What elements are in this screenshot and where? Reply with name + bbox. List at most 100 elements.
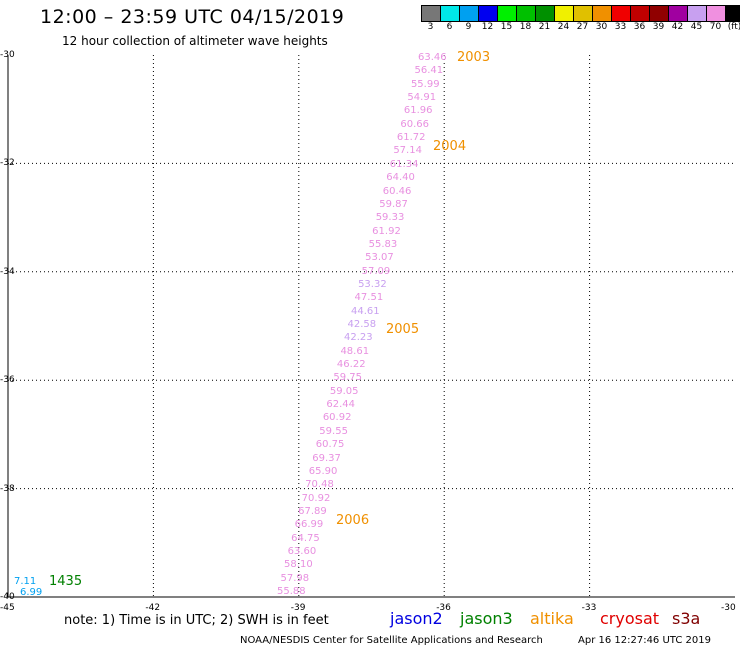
color-scale-label: (ft) — [727, 22, 740, 32]
satellite-legend-item: jason3 — [460, 609, 513, 628]
wave-height-value: 61.96 — [403, 105, 433, 117]
latitude-label: -30 — [0, 50, 15, 60]
wave-height-value: 60.92 — [322, 412, 352, 424]
wave-height-value: 57.98 — [280, 572, 310, 584]
wave-height-value: 67.89 — [298, 505, 327, 517]
longitude-label: -42 — [145, 603, 161, 613]
color-swatch — [574, 6, 593, 21]
wave-height-value: 59.55 — [319, 425, 348, 437]
wave-height-value: 65.90 — [308, 465, 338, 477]
color-swatch — [631, 6, 650, 21]
latitude-label: -40 — [0, 592, 15, 602]
color-swatch — [726, 6, 740, 21]
wave-height-value: 60.46 — [382, 185, 412, 197]
color-swatch — [688, 6, 707, 21]
color-scale-label: 6 — [446, 22, 453, 32]
wave-height-value: 57.09 — [361, 265, 391, 277]
chart-subtitle: 12 hour collection of altimeter wave hei… — [62, 34, 328, 48]
track-time-label: 2003 — [457, 50, 491, 65]
wave-height-value: 48.61 — [340, 345, 370, 357]
color-scale-label: 15 — [500, 22, 513, 32]
color-scale-label: 70 — [709, 22, 722, 32]
wave-height-value: 56.41 — [414, 65, 444, 77]
color-scale-bar — [421, 5, 740, 22]
satellite-legend-item: altika — [530, 609, 574, 628]
wave-height-value: 59.33 — [375, 212, 405, 224]
wave-height-value: 69.37 — [312, 452, 341, 464]
latitude-label: -32 — [0, 158, 15, 169]
wave-height-value: 59.87 — [379, 198, 408, 210]
color-scale-label: 30 — [595, 22, 608, 32]
longitude-label: -45 — [0, 603, 15, 613]
color-swatch — [441, 6, 460, 21]
generated-timestamp: Apr 16 12:27:46 UTC 2019 — [578, 635, 711, 646]
color-scale-label: 24 — [557, 22, 570, 32]
wave-height-value: 70.92 — [301, 492, 331, 504]
color-swatch — [669, 6, 688, 21]
longitude-label: -36 — [436, 603, 451, 613]
color-scale-label: 12 — [481, 22, 494, 32]
wave-height-value: 55.88 — [277, 586, 306, 597]
corner-wave-value: 7.11 — [14, 576, 37, 587]
wave-height-value: 60.66 — [400, 118, 430, 130]
wave-height-value: 58.10 — [284, 559, 313, 571]
longitude-label: -39 — [290, 603, 306, 613]
latitude-label: -34 — [0, 266, 15, 277]
satellite-legend-item: cryosat — [600, 609, 660, 628]
wave-height-value: 53.32 — [358, 278, 387, 290]
wave-height-value: 54.91 — [407, 92, 437, 104]
wave-height-value: 59.05 — [329, 385, 359, 397]
footer-note: note: 1) Time is in UTC; 2) SWH is in fe… — [64, 613, 329, 628]
color-swatch — [460, 6, 479, 21]
wave-height-value: 70.48 — [305, 479, 334, 491]
color-scale-label: 39 — [652, 22, 665, 32]
credit-text: NOAA/NESDIS Center for Satellite Applica… — [240, 635, 543, 646]
wave-height-value: 47.51 — [354, 292, 384, 304]
color-swatch — [555, 6, 574, 21]
color-swatch — [536, 6, 555, 21]
color-swatch — [593, 6, 612, 21]
wave-height-value: 63.60 — [287, 545, 317, 557]
color-swatch — [650, 6, 669, 21]
wave-height-value: 46.22 — [336, 359, 366, 371]
color-scale-label: 3 — [427, 22, 434, 32]
wave-height-value: 55.99 — [410, 78, 440, 90]
color-scale-label: 27 — [576, 22, 589, 32]
latitude-label: -36 — [0, 375, 15, 386]
wave-height-value: 44.61 — [351, 305, 380, 317]
wave-height-value: 64.40 — [386, 172, 415, 184]
color-scale-label: 9 — [465, 22, 472, 32]
color-swatch — [422, 6, 441, 21]
longitude-label: -30 — [721, 603, 736, 613]
wave-height-value: 59.75 — [333, 372, 363, 384]
wave-height-value: 61.92 — [372, 225, 401, 237]
satellite-legend-item: s3a — [672, 609, 701, 628]
wave-height-value: 63.46 — [418, 52, 447, 63]
color-scale-label: 21 — [538, 22, 551, 32]
wave-height-value: 57.14 — [393, 145, 422, 157]
wave-height-value: 62.44 — [326, 399, 355, 411]
color-scale-label: 45 — [690, 22, 703, 32]
track-time-label: 2005 — [386, 322, 420, 337]
wave-height-value: 61.34 — [389, 158, 419, 170]
wave-height-value: 61.72 — [396, 132, 426, 144]
wave-height-value: 64.75 — [291, 532, 320, 544]
wave-height-value: 42.23 — [343, 332, 373, 344]
latitude-label: -38 — [0, 483, 15, 494]
color-swatch — [612, 6, 631, 21]
chart-title: 12:00 – 23:59 UTC 04/15/2019 — [40, 6, 345, 28]
wave-height-value: 53.07 — [365, 252, 394, 264]
longitude-label: -33 — [581, 603, 597, 613]
track-time-label: 2006 — [336, 513, 370, 528]
wave-height-value: 60.75 — [315, 439, 345, 451]
map-grid — [7, 55, 735, 598]
color-scale-label: 36 — [633, 22, 646, 32]
color-swatch — [498, 6, 517, 21]
track-time-label: 2004 — [433, 139, 467, 154]
wave-height-value: 66.99 — [294, 519, 324, 531]
satellite-legend-item: jason2 — [390, 609, 443, 628]
corner-wave-value: 6.99 — [20, 587, 43, 598]
color-swatch — [707, 6, 726, 21]
color-swatch — [479, 6, 498, 21]
